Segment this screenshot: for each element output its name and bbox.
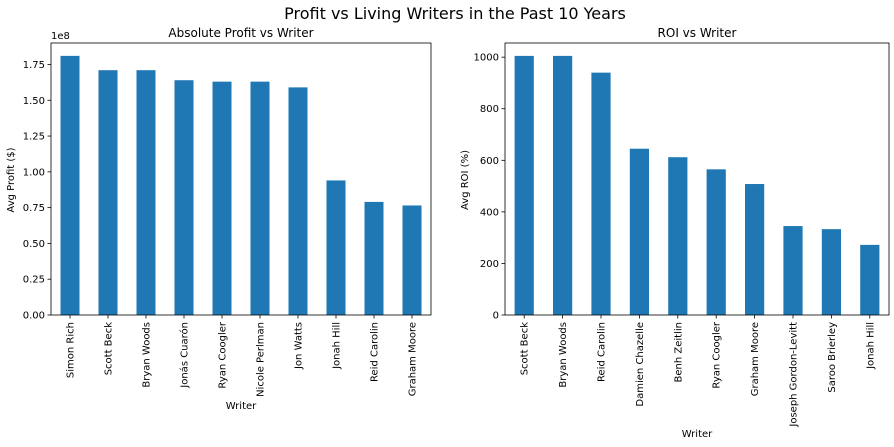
chart-1-xtick-label-0: Scott Beck [520,322,531,375]
chart-0-ytick-label-6: 1.50 [23,96,45,107]
chart-1-bar-9 [860,244,880,315]
chart-1-xtick-label-7: Joseph Gordon-Levitt [789,322,800,428]
chart-1-ytick-label-3: 600 [480,156,499,167]
chart-0-bar-7 [326,180,346,315]
chart-0-ytick-label-1: 0.25 [23,275,45,286]
chart-1-xtick-label-1: Bryan Woods [558,322,569,388]
chart-absolute-profit: Absolute Profit vs Writer 1e8 Avg Profit… [6,26,432,412]
chart-0-y-offset-label: 1e8 [51,31,70,42]
chart-0-xtick-label-1: Scott Beck [104,322,115,375]
chart-1-bar-4 [668,157,688,315]
chart-0-xtick-label-7: Jonah Hill [332,322,343,370]
chart-0-ytick-label-2: 0.50 [23,239,45,250]
chart-0-bar-1 [98,70,118,315]
chart-0-bar-3 [174,80,194,315]
chart-0-bar-5 [250,81,270,316]
chart-1-ytick-label-5: 1000 [474,53,499,64]
chart-0-bar-6 [288,87,308,315]
chart-0-frame [50,42,432,316]
chart-1-frame [504,42,890,316]
chart-0-xtick-label-0: Simon Rich [66,322,77,378]
chart-1-xtick-label-9: Jonah Hill [865,322,876,370]
chart-1-xlabel: Writer [682,429,713,440]
chart-0-xtick-label-8: Reid Carolin [370,322,381,382]
chart-0-xlabel: Writer [226,401,257,412]
figure-suptitle: Profit vs Living Writers in the Past 10 … [284,4,626,23]
chart-0-xtick-label-9: Graham Moore [408,322,419,396]
chart-1-bar-8 [821,229,841,315]
chart-0-xtick-label-2: Bryan Woods [142,322,153,388]
chart-0-bar-8 [364,201,384,315]
chart-0-ytick-label-5: 1.25 [23,132,45,143]
chart-0-ytick-label-0: 0.00 [23,311,45,322]
chart-1-xtick-label-8: Saroo Brierley [827,322,838,393]
chart-0-title: Absolute Profit vs Writer [168,26,313,40]
chart-1-bar-6 [745,184,765,315]
chart-1-bar-5 [706,169,726,315]
chart-0-bar-4 [212,81,232,316]
chart-0-bar-2 [136,70,156,315]
chart-0-ytick-label-4: 1.00 [23,167,45,178]
chart-1-xtick-label-2: Reid Carolin [597,322,608,382]
chart-1-bar-7 [783,226,803,315]
chart-1-ytick-label-0: 0 [493,311,499,322]
chart-0-ylabel: Avg Profit ($) [6,147,17,212]
chart-0-xtick-label-6: Jon Watts [294,322,305,370]
chart-1-xtick-label-5: Ryan Coogler [712,321,723,388]
chart-0-ytick-label-7: 1.75 [23,60,45,71]
chart-1-xtick-label-3: Damien Chazelle [635,322,646,407]
chart-1-ytick-label-1: 200 [480,259,499,270]
chart-0-bar-9 [402,205,422,315]
chart-0-bar-0 [60,55,80,315]
chart-1-xtick-label-6: Graham Moore [750,322,761,396]
chart-0-xtick-label-4: Ryan Coogler [218,321,229,388]
chart-1-bar-1 [553,55,573,315]
chart-0-xtick-label-5: Nicole Perlman [256,322,267,397]
chart-0-xtick-label-3: Jonás Cuarón [179,322,191,389]
chart-1-ytick-label-4: 800 [480,104,499,115]
chart-roi: ROI vs Writer Avg ROI (%) Writer 0 200 400… [460,26,890,440]
chart-1-bar-3 [629,148,649,315]
chart-1-ylabel: Avg ROI (%) [460,150,471,210]
chart-1-xtick-label-4: Benh Zeitlin [673,322,684,382]
chart-1-bar-2 [591,72,611,316]
chart-0-ytick-label-3: 0.75 [23,203,45,214]
chart-1-bar-0 [514,55,534,315]
chart-1-title: ROI vs Writer [658,26,737,40]
chart-1-ytick-label-2: 400 [480,207,499,218]
